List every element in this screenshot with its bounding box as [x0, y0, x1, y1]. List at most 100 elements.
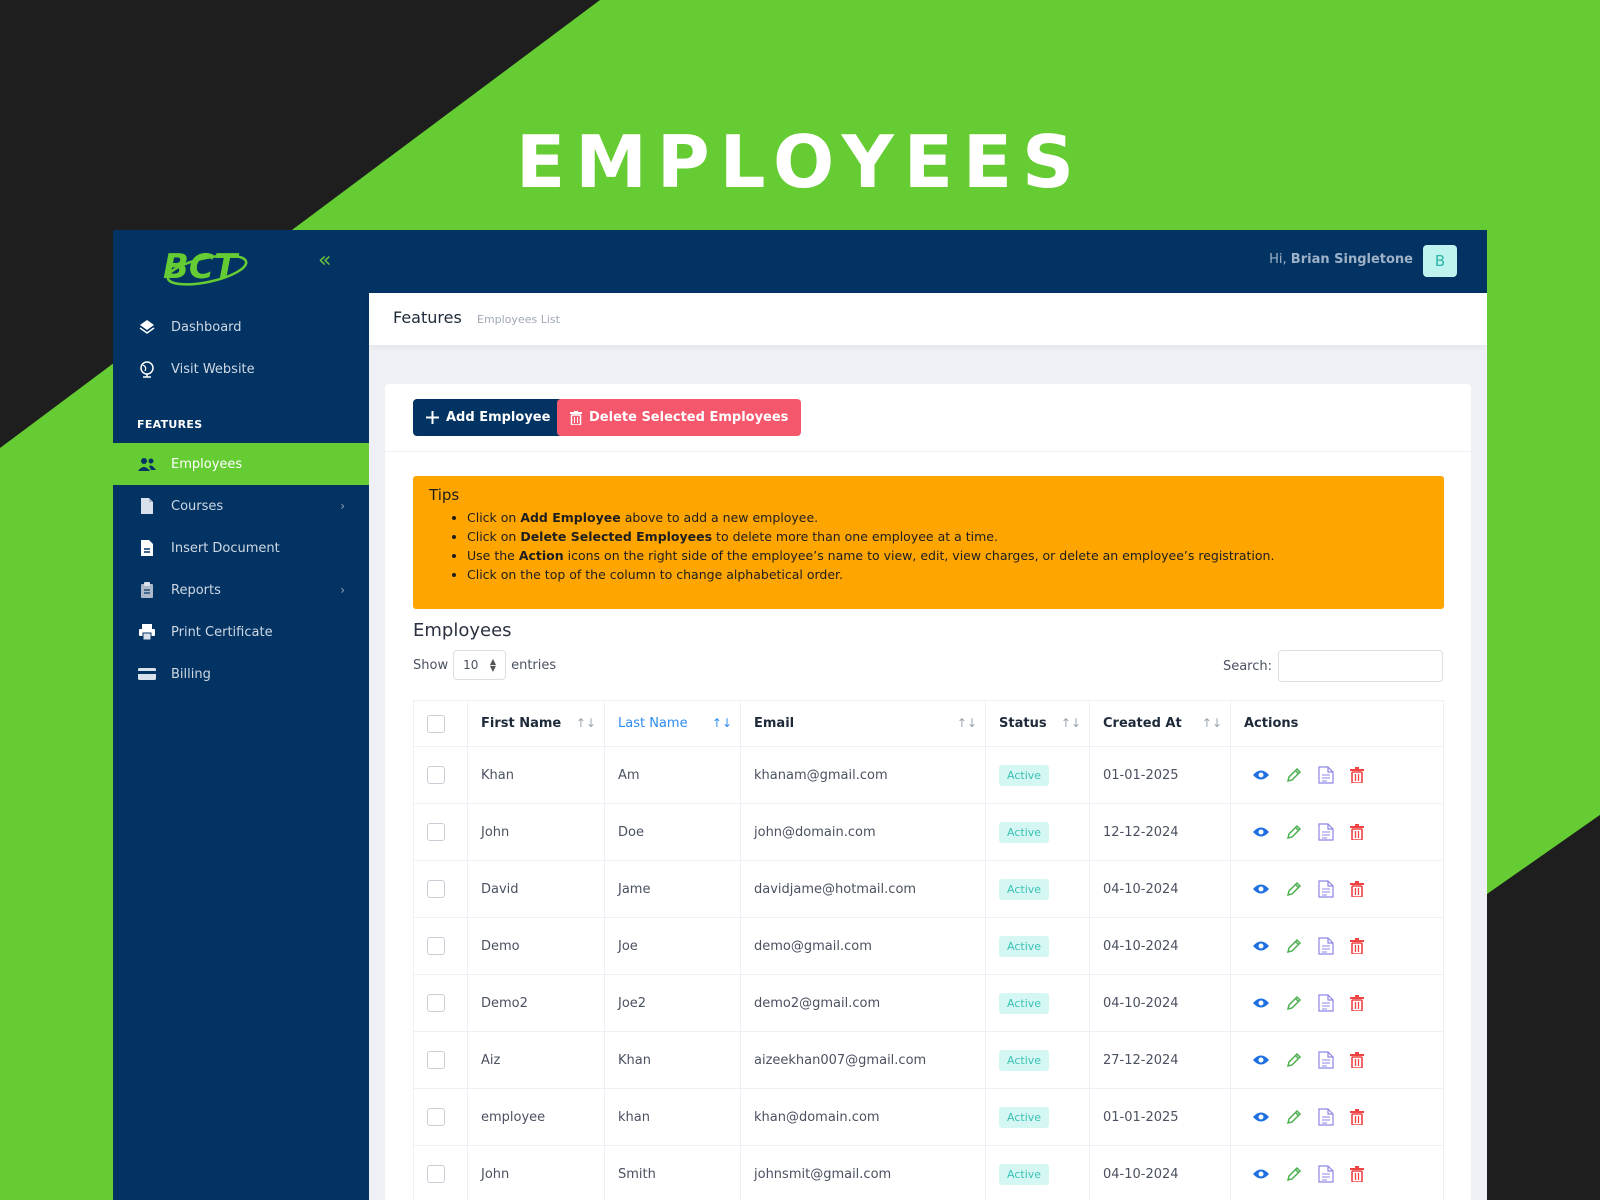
status-badge: Active	[999, 1049, 1050, 1071]
sidebar-item-courses[interactable]: Courses ›	[113, 485, 369, 527]
cell-created-at: 01-01-2025	[1089, 746, 1231, 804]
layers-icon	[137, 317, 157, 337]
edit-icon[interactable]	[1286, 938, 1302, 954]
select-all-checkbox[interactable]	[427, 714, 445, 733]
column-header-last-name[interactable]: Last Name ↑↓	[604, 700, 741, 747]
sidebar-item-reports[interactable]: Reports ›	[113, 569, 369, 611]
status-badge: Active	[999, 821, 1050, 843]
delete-icon[interactable]	[1350, 938, 1364, 954]
row-checkbox[interactable]	[427, 1051, 445, 1069]
page-subheader: Features Employees List	[369, 293, 1487, 345]
delete-icon[interactable]	[1350, 1052, 1364, 1068]
tips-panel: Tips Click on Add Employee above to add …	[413, 476, 1444, 609]
view-icon[interactable]	[1252, 1168, 1270, 1180]
view-icon[interactable]	[1252, 769, 1270, 781]
search-input[interactable]	[1278, 650, 1443, 682]
select-arrows-icon: ▲ ▼	[489, 657, 497, 673]
column-header-first-name[interactable]: First Name ↑↓	[467, 700, 605, 747]
status-badge: Active	[999, 935, 1050, 957]
row-checkbox[interactable]	[427, 994, 445, 1012]
edit-icon[interactable]	[1286, 995, 1302, 1011]
delete-icon[interactable]	[1350, 995, 1364, 1011]
column-header-status[interactable]: Status ↑↓	[985, 700, 1090, 747]
cell-actions	[1230, 1088, 1444, 1146]
sidebar-item-label: Employees	[171, 456, 243, 472]
cell-actions	[1230, 803, 1444, 861]
view-charges-icon[interactable]	[1318, 766, 1334, 784]
sort-icon: ↑↓	[956, 716, 977, 730]
edit-icon[interactable]	[1286, 1052, 1302, 1068]
row-checkbox[interactable]	[427, 880, 445, 898]
delete-icon[interactable]	[1350, 1109, 1364, 1125]
edit-icon[interactable]	[1286, 1109, 1302, 1125]
add-employee-button[interactable]: Add Employee	[413, 399, 564, 436]
user-name[interactable]: Brian Singletone	[1290, 252, 1413, 267]
view-charges-icon[interactable]	[1318, 937, 1334, 955]
table-row: Khan Am khanam@gmail.com Active 01-01-20…	[413, 746, 1444, 804]
edit-icon[interactable]	[1286, 881, 1302, 897]
edit-icon[interactable]	[1286, 767, 1302, 783]
table-row: John Doe john@domain.com Active 12-12-20…	[413, 803, 1444, 861]
view-charges-icon[interactable]	[1318, 823, 1334, 841]
sidebar-item-dashboard[interactable]: Dashboard	[113, 306, 369, 348]
cell-last-name: Joe	[604, 917, 741, 975]
cell-email: john@domain.com	[740, 803, 986, 861]
view-charges-icon[interactable]	[1318, 880, 1334, 898]
employees-card: Add Employee Delete Selected Employees T…	[385, 384, 1471, 1200]
view-icon[interactable]	[1252, 940, 1270, 952]
view-icon[interactable]	[1252, 1054, 1270, 1066]
delete-selected-button[interactable]: Delete Selected Employees	[557, 399, 802, 436]
delete-icon[interactable]	[1350, 881, 1364, 897]
table-body: Khan Am khanam@gmail.com Active 01-01-20…	[413, 746, 1444, 1200]
delete-icon[interactable]	[1350, 1166, 1364, 1182]
delete-icon[interactable]	[1350, 767, 1364, 783]
column-header-created-at[interactable]: Created At ↑↓	[1089, 700, 1231, 747]
row-select-cell	[413, 1031, 468, 1089]
app-window: BCT « Dashboard Visit Website FEATURES	[113, 230, 1487, 1200]
table-row: employee khan khan@domain.com Active 01-…	[413, 1088, 1444, 1146]
row-checkbox[interactable]	[427, 1108, 445, 1126]
cell-status: Active	[985, 974, 1090, 1032]
row-checkbox[interactable]	[427, 766, 445, 784]
breadcrumb[interactable]: Employees List	[477, 313, 560, 326]
cell-last-name: Jame	[604, 860, 741, 918]
table-row: Demo2 Joe2 demo2@gmail.com Active 04-10-…	[413, 974, 1444, 1032]
document-icon	[137, 538, 157, 558]
row-select-cell	[413, 1145, 468, 1200]
sidebar-item-label: Billing	[171, 666, 211, 682]
edit-icon[interactable]	[1286, 1166, 1302, 1182]
view-charges-icon[interactable]	[1318, 994, 1334, 1012]
view-icon[interactable]	[1252, 883, 1270, 895]
sidebar-item-insert-document[interactable]: Insert Document	[113, 527, 369, 569]
edit-icon[interactable]	[1286, 824, 1302, 840]
page-size-select[interactable]: 10 ▲ ▼	[453, 650, 507, 680]
view-charges-icon[interactable]	[1318, 1108, 1334, 1126]
cell-actions	[1230, 917, 1444, 975]
collapse-sidebar-icon[interactable]: «	[318, 248, 332, 273]
view-icon[interactable]	[1252, 997, 1270, 1009]
cell-first-name: John	[467, 803, 605, 861]
view-charges-icon[interactable]	[1318, 1165, 1334, 1183]
sidebar-item-label: Print Certificate	[171, 624, 273, 640]
page-size-value: 10	[463, 658, 479, 672]
sidebar-item-visit-website[interactable]: Visit Website	[113, 348, 369, 390]
tip-item: Use the Action icons on the right side o…	[467, 546, 1428, 565]
view-charges-icon[interactable]	[1318, 1051, 1334, 1069]
view-icon[interactable]	[1252, 826, 1270, 838]
row-checkbox[interactable]	[427, 823, 445, 841]
row-checkbox[interactable]	[427, 937, 445, 955]
sidebar-item-label: Visit Website	[171, 361, 255, 377]
column-header-email[interactable]: Email ↑↓	[740, 700, 986, 747]
row-select-cell	[413, 917, 468, 975]
bct-logo[interactable]: BCT	[157, 238, 249, 292]
employees-table: First Name ↑↓ Last Name ↑↓ Email ↑↓ Status ↑…	[413, 700, 1444, 1200]
sidebar-item-employees[interactable]: Employees	[113, 443, 369, 485]
view-icon[interactable]	[1252, 1111, 1270, 1123]
user-greeting: Hi, Brian Singletone	[1269, 252, 1413, 267]
avatar[interactable]: B	[1423, 245, 1457, 277]
cell-first-name: Khan	[467, 746, 605, 804]
row-checkbox[interactable]	[427, 1165, 445, 1183]
delete-icon[interactable]	[1350, 824, 1364, 840]
sidebar-item-print-certificate[interactable]: Print Certificate	[113, 611, 369, 653]
sidebar-item-billing[interactable]: Billing	[113, 653, 369, 695]
